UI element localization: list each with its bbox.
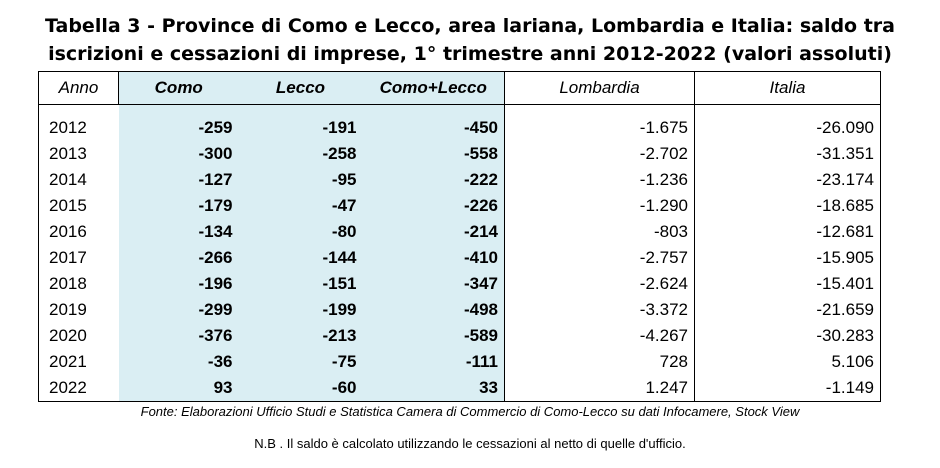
cell-year: 2018 [38, 271, 119, 297]
table-row: 2019 -299 -199 -498 -3.372 -21.659 [38, 297, 881, 323]
cell-italia: -31.351 [694, 141, 881, 167]
cell-italia: -18.685 [694, 193, 881, 219]
cell-como-lecco: -111 [362, 349, 505, 375]
cell-como-lecco: -226 [362, 193, 505, 219]
cell-como-lecco: -498 [362, 297, 505, 323]
cell-italia: -15.905 [694, 245, 881, 271]
cell-year: 2016 [38, 219, 119, 245]
cell-como-lecco: 33 [362, 375, 505, 402]
cell-lombardia: 1.247 [504, 375, 695, 402]
spacer-cell [694, 104, 881, 115]
cell-lecco: -199 [238, 297, 363, 323]
table-row: 2022 93 -60 33 1.247 -1.149 [38, 375, 881, 402]
cell-year: 2017 [38, 245, 119, 271]
header-lecco: Lecco [238, 71, 363, 105]
data-table: Anno Como Lecco Como+Lecco Lombardia Ita… [38, 71, 881, 402]
table-row: 2012 -259 -191 -450 -1.675 -26.090 [38, 115, 881, 141]
spacer-cell [238, 104, 363, 115]
cell-lecco: -213 [238, 323, 363, 349]
header-lombardia: Lombardia [504, 71, 695, 105]
cell-como: -127 [118, 167, 239, 193]
cell-como: -376 [118, 323, 239, 349]
cell-lombardia: -4.267 [504, 323, 695, 349]
cell-como-lecco: -450 [362, 115, 505, 141]
cell-como: -36 [118, 349, 239, 375]
cell-italia: -1.149 [694, 375, 881, 402]
cell-lombardia: -803 [504, 219, 695, 245]
cell-lecco: -191 [238, 115, 363, 141]
cell-italia: -30.283 [694, 323, 881, 349]
cell-lecco: -47 [238, 193, 363, 219]
cell-como: -266 [118, 245, 239, 271]
spacer-cell [38, 104, 119, 115]
cell-lombardia: -1.675 [504, 115, 695, 141]
cell-year: 2022 [38, 375, 119, 402]
header-como: Como [118, 71, 239, 105]
spacer-cell [118, 104, 239, 115]
cell-year: 2015 [38, 193, 119, 219]
cell-italia: -15.401 [694, 271, 881, 297]
table-title-line-2: iscrizioni e cessazioni di imprese, 1° t… [48, 43, 892, 65]
header-como-lecco: Como+Lecco [362, 71, 505, 105]
cell-lombardia: -2.624 [504, 271, 695, 297]
table-row: 2015 -179 -47 -226 -1.290 -18.685 [38, 193, 881, 219]
table-row: 2016 -134 -80 -214 -803 -12.681 [38, 219, 881, 245]
header-anno: Anno [38, 71, 119, 105]
cell-year: 2014 [38, 167, 119, 193]
spacer-row [38, 104, 881, 115]
spacer-cell [362, 104, 505, 115]
spacer-cell [504, 104, 695, 115]
cell-como-lecco: -410 [362, 245, 505, 271]
table-row: 2018 -196 -151 -347 -2.624 -15.401 [38, 271, 881, 297]
cell-italia: -26.090 [694, 115, 881, 141]
cell-lombardia: -2.757 [504, 245, 695, 271]
cell-year: 2020 [38, 323, 119, 349]
cell-como: -179 [118, 193, 239, 219]
table-row: 2020 -376 -213 -589 -4.267 -30.283 [38, 323, 881, 349]
cell-lecco: -75 [238, 349, 363, 375]
cell-lecco: -80 [238, 219, 363, 245]
cell-italia: -23.174 [694, 167, 881, 193]
cell-year: 2019 [38, 297, 119, 323]
cell-year: 2013 [38, 141, 119, 167]
cell-lecco: -95 [238, 167, 363, 193]
cell-italia: 5.106 [694, 349, 881, 375]
table-title-line-1: Tabella 3 - Province di Como e Lecco, ar… [45, 15, 895, 37]
cell-lecco: -258 [238, 141, 363, 167]
cell-lombardia: -1.236 [504, 167, 695, 193]
header-row: Anno Como Lecco Como+Lecco Lombardia Ita… [38, 71, 881, 105]
cell-como: -196 [118, 271, 239, 297]
cell-como-lecco: -589 [362, 323, 505, 349]
cell-como-lecco: -214 [362, 219, 505, 245]
cell-year: 2012 [38, 115, 119, 141]
table-row: 2021 -36 -75 -111 728 5.106 [38, 349, 881, 375]
cell-italia: -21.659 [694, 297, 881, 323]
cell-lecco: -151 [238, 271, 363, 297]
footnote: N.B . Il saldo è calcolato utilizzando l… [254, 436, 686, 451]
table-row: 2014 -127 -95 -222 -1.236 -23.174 [38, 167, 881, 193]
cell-lombardia: -1.290 [504, 193, 695, 219]
cell-como-lecco: -558 [362, 141, 505, 167]
cell-italia: -12.681 [694, 219, 881, 245]
cell-lombardia: -3.372 [504, 297, 695, 323]
cell-como: -300 [118, 141, 239, 167]
cell-como-lecco: -222 [362, 167, 505, 193]
cell-lecco: -60 [238, 375, 363, 402]
table-row: 2017 -266 -144 -410 -2.757 -15.905 [38, 245, 881, 271]
cell-lombardia: 728 [504, 349, 695, 375]
cell-como: -134 [118, 219, 239, 245]
cell-year: 2021 [38, 349, 119, 375]
header-italia: Italia [694, 71, 881, 105]
table-row: 2013 -300 -258 -558 -2.702 -31.351 [38, 141, 881, 167]
source-note: Fonte: Elaborazioni Ufficio Studi e Stat… [140, 404, 800, 419]
cell-como: -299 [118, 297, 239, 323]
cell-lecco: -144 [238, 245, 363, 271]
cell-como: 93 [118, 375, 239, 402]
cell-como: -259 [118, 115, 239, 141]
cell-como-lecco: -347 [362, 271, 505, 297]
cell-lombardia: -2.702 [504, 141, 695, 167]
